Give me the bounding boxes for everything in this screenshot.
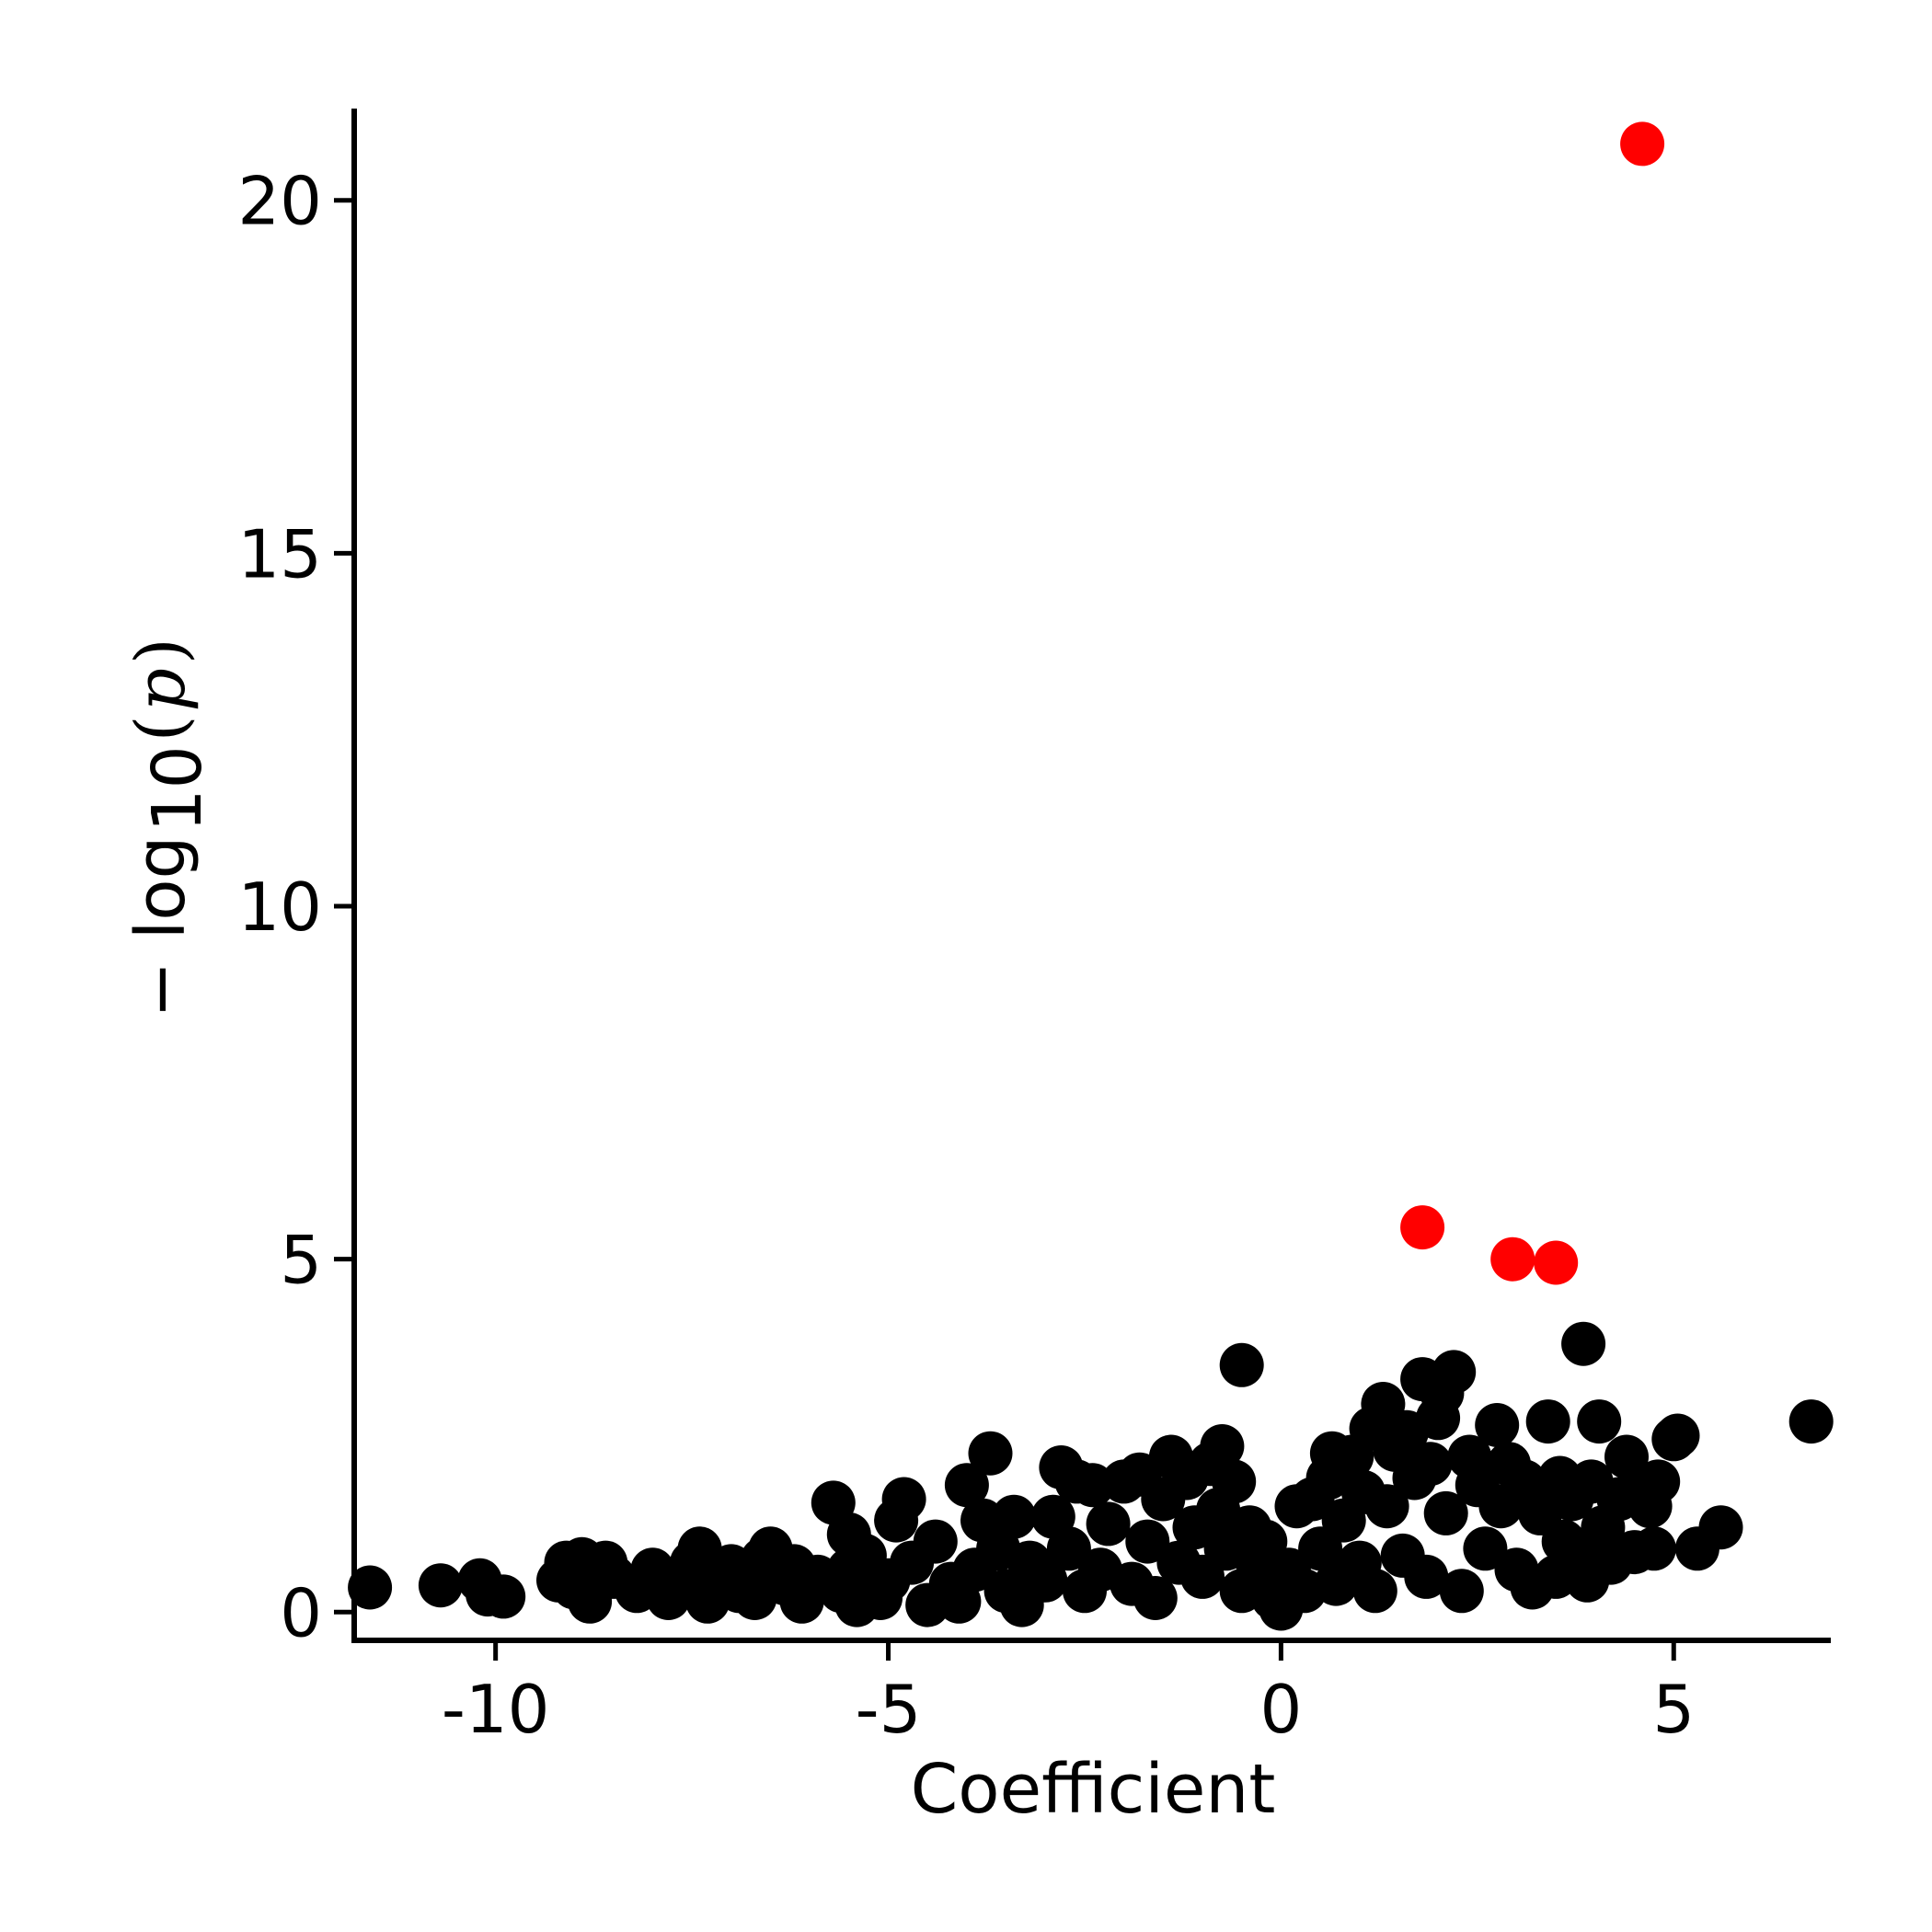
- point-76: [1200, 1424, 1245, 1468]
- point-124: [1525, 1399, 1570, 1444]
- x-tick-label: -10: [442, 1671, 550, 1748]
- point-0: [348, 1565, 393, 1610]
- y-tick-label: 15: [237, 515, 322, 592]
- point-147: [1788, 1399, 1834, 1444]
- point-117: [1475, 1403, 1520, 1447]
- point-48: [968, 1431, 1013, 1476]
- point-116: [1463, 1526, 1508, 1571]
- point-57: [1046, 1526, 1091, 1571]
- point-108: [1408, 1442, 1453, 1487]
- significant-point-3: [1534, 1240, 1579, 1285]
- point-99: [1352, 1569, 1397, 1614]
- y-tick-label: 20: [237, 163, 322, 240]
- y-axis-title: − log 10 ( p ): [121, 638, 217, 1018]
- point-79: [1219, 1342, 1264, 1387]
- y-axis-title-open-paren: (: [121, 715, 201, 742]
- point-66: [1125, 1519, 1170, 1564]
- point-42: [913, 1519, 958, 1564]
- significant-point-0: [1620, 121, 1665, 167]
- ticks-layer: -10 -5 0 5 0 5 10 15 20: [237, 163, 1695, 1748]
- point-54: [1023, 1558, 1068, 1603]
- point-137: [1604, 1434, 1649, 1479]
- point-101: [1364, 1484, 1409, 1529]
- point-78: [1212, 1459, 1257, 1504]
- point-111: [1423, 1490, 1468, 1535]
- y-tick-label: 10: [237, 868, 322, 946]
- y-axis-title-variable: p: [121, 668, 201, 711]
- y-axis-title-close-paren: ): [121, 638, 201, 664]
- svg-text:− log 10 ( p: − log 10 ( p ): [121, 638, 217, 1018]
- significant-point-2: [1490, 1236, 1535, 1282]
- x-tick-label: 5: [1652, 1671, 1695, 1748]
- points-layer: [348, 121, 1834, 1631]
- point-113: [1439, 1569, 1484, 1614]
- y-axis-title-prefix: − log: [121, 835, 201, 1018]
- significant-point-1: [1400, 1205, 1445, 1250]
- point-144: [1655, 1413, 1700, 1458]
- point-1: [418, 1563, 463, 1608]
- y-tick-label: 5: [280, 1222, 322, 1299]
- point-4: [481, 1574, 526, 1619]
- point-133: [1577, 1399, 1622, 1444]
- point-112: [1432, 1350, 1477, 1395]
- point-130: [1561, 1321, 1606, 1366]
- point-146: [1698, 1505, 1743, 1550]
- point-107: [1404, 1554, 1449, 1599]
- x-tick-label: 0: [1259, 1671, 1302, 1748]
- point-141: [1631, 1526, 1676, 1571]
- y-axis-title-subscript: 10: [138, 745, 217, 832]
- point-62: [1086, 1501, 1131, 1547]
- point-51: [992, 1494, 1037, 1539]
- point-142: [1636, 1459, 1681, 1504]
- point-67: [1133, 1576, 1178, 1620]
- y-tick-label: 0: [280, 1574, 322, 1651]
- point-39: [881, 1477, 926, 1522]
- x-axis-title: Coefficient: [911, 1750, 1276, 1829]
- x-tick-label: -5: [856, 1671, 922, 1748]
- point-45: [944, 1463, 989, 1508]
